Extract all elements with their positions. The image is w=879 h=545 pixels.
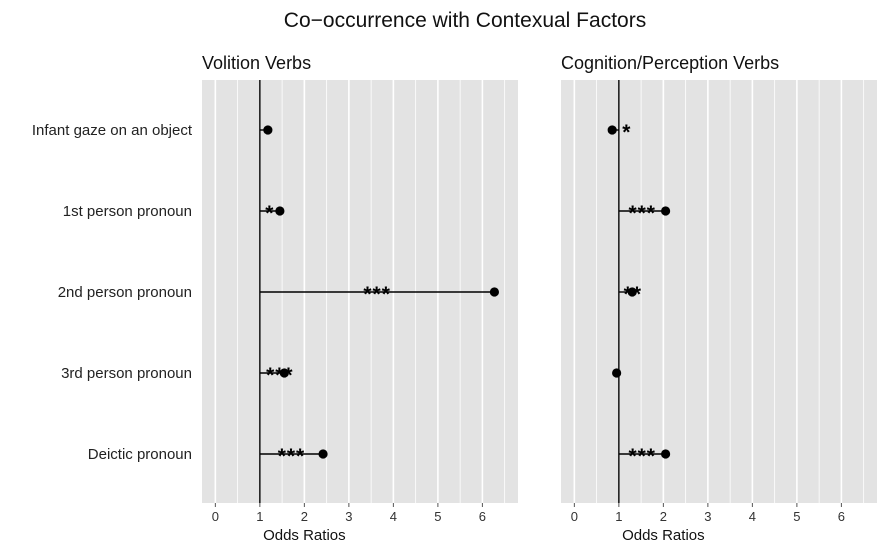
panel-1-tick-label: 3 (345, 509, 352, 524)
panel-2-significance-2: *** (628, 202, 656, 225)
panel-2-tick-label: 2 (660, 509, 667, 524)
panel-1-significance-5: *** (278, 445, 306, 468)
panel-1-significance-4: *** (266, 364, 294, 387)
panel-2-title: Cognition/Perception Verbs (561, 53, 779, 73)
panel-2-significance-3: ** (624, 283, 642, 306)
panel-2-x-axis-label: Odds Ratios (622, 527, 705, 544)
panel-1-tick-label: 2 (301, 509, 308, 524)
panel-2-tick-label: 3 (704, 509, 711, 524)
category-label-1: Infant gaze on an object (32, 122, 193, 139)
category-label-3: 2nd person pronoun (58, 284, 192, 301)
category-label-4: 3rd person pronoun (61, 365, 192, 382)
panel-1-point-5 (318, 449, 328, 459)
panel-1-title: Volition Verbs (202, 53, 311, 73)
panel-2-tick-label: 5 (793, 509, 800, 524)
panel-1-tick-label: 6 (479, 509, 486, 524)
panel-1-significance-3: *** (363, 283, 391, 306)
panel-2-point-1 (607, 125, 617, 135)
panel-2-point-2 (660, 206, 671, 216)
panel-2-point-4 (612, 368, 622, 378)
panel-1-tick-label: 1 (256, 509, 263, 524)
panel-1-point-4 (279, 368, 289, 378)
panel-2-significance-1: * (622, 121, 631, 144)
category-label-5: Deictic pronoun (88, 446, 192, 463)
panel-2-significance-5: *** (628, 445, 656, 468)
panel-2-tick-label: 4 (749, 509, 756, 524)
chart-title: Co−occurrence with Contexual Factors (284, 9, 646, 32)
panel-1-x-axis-label: Odds Ratios (263, 527, 346, 544)
panel-2-background (561, 80, 877, 503)
category-label-2: 1st person pronoun (63, 203, 192, 220)
panel-2-tick-label: 1 (615, 509, 622, 524)
panel-2-point-5 (660, 449, 671, 459)
panel-2-tick-label: 6 (838, 509, 845, 524)
panel-1-point-3 (489, 287, 500, 297)
panel-1-significance-2: * (265, 202, 274, 225)
panel-1-point-1 (263, 125, 273, 135)
panel-2-tick-label: 0 (571, 509, 578, 524)
panel-1-tick-label: 5 (434, 509, 441, 524)
panel-2-point-3 (627, 287, 637, 297)
panel-1-tick-label: 4 (390, 509, 397, 524)
panel-1-tick-label: 0 (212, 509, 219, 524)
panel-1-point-2 (275, 206, 285, 216)
